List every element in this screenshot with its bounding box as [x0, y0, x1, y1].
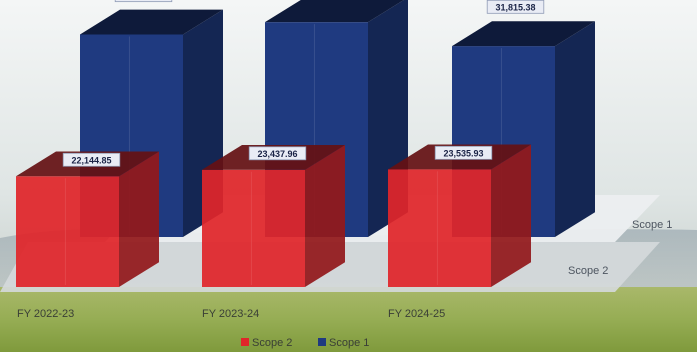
scope-2-value-label-0-box [62, 152, 121, 167]
scope-1-bar-2-top [452, 21, 595, 47]
scope-2-value-label-1-box [248, 146, 307, 161]
x-axis: FY 2022-23 FY 2023-24 FY 2024-25 [17, 308, 445, 320]
value-labels: 33,759.2335,805.8231,815.3822,144.8523,4… [62, 0, 545, 167]
scope-2-bar-0-front [16, 176, 119, 287]
scope-2-value-label-1-text: 23,437.96 [257, 149, 297, 159]
x-tick-fy-2022-23: FY 2022-23 [17, 308, 74, 320]
scope-1-value-label-0-box [114, 0, 173, 3]
legend-swatch-scope-2 [241, 338, 249, 346]
scope-2-bar-1-side [305, 145, 345, 287]
x-tick-fy-2024-25: FY 2024-25 [388, 308, 445, 320]
scope-2-series [16, 144, 531, 287]
scope-1-value-label-2-text: 31,815.38 [495, 2, 535, 12]
scope-2-bar-0-side [119, 151, 159, 287]
scope-1-value-label-2-box [486, 0, 545, 14]
x-tick-fy-2023-24: FY 2023-24 [202, 308, 259, 320]
legend: Scope 2 Scope 1 [241, 337, 369, 349]
scope-2-value-label-2-box [434, 145, 493, 160]
floor-label-scope-2: Scope 2 [568, 265, 608, 277]
scope-2-bar-1-front [202, 169, 305, 287]
scope-2-value-label-0-text: 22,144.85 [71, 155, 111, 165]
scope-1-bar-2-side [555, 21, 595, 237]
scope-1-value-label-0-text: 33,759.23 [123, 0, 163, 1]
scope-2-value-label-2-text: 23,535.93 [443, 148, 483, 158]
legend-label-scope-2: Scope 2 [252, 337, 292, 349]
legend-label-scope-1: Scope 1 [329, 337, 369, 349]
scope-1-bar-0-top [80, 9, 223, 35]
scope-2-bar-2-front [388, 169, 491, 287]
floor-label-scope-1: Scope 1 [632, 219, 672, 231]
legend-swatch-scope-1 [318, 338, 326, 346]
scope-2-bar-2-side [491, 144, 531, 287]
scope-1-bar-1-top [265, 0, 404, 23]
